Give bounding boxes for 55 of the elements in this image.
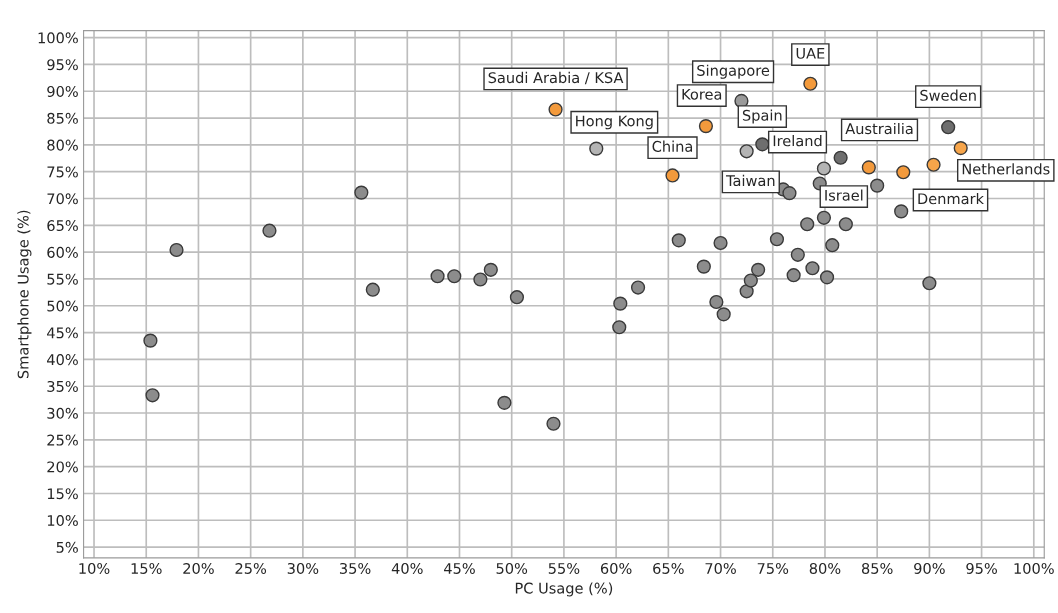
x-tick-label: 35% bbox=[339, 562, 371, 574]
annotation: Sweden bbox=[920, 89, 976, 101]
y-tick-label: 35% bbox=[47, 380, 78, 392]
x-axis-title: PC Usage (%) bbox=[515, 582, 613, 597]
y-tick-label: 55% bbox=[47, 273, 78, 285]
y-tick-label: 30% bbox=[47, 407, 78, 419]
annotation: Israel bbox=[825, 189, 863, 201]
annotation: Denmark bbox=[918, 192, 984, 205]
x-tick-label: 90% bbox=[914, 562, 945, 574]
x-tick-label: 65% bbox=[653, 562, 684, 574]
x-tick-label: 85% bbox=[861, 562, 893, 574]
annotation: Taiwan bbox=[725, 174, 775, 187]
y-tick-label: 95% bbox=[47, 59, 78, 71]
annotation: Netherlands bbox=[962, 163, 1050, 175]
y-tick-label: 70% bbox=[47, 193, 78, 205]
annotation: Hong Kong bbox=[576, 115, 653, 130]
y-tick-label: 85% bbox=[47, 112, 78, 124]
y-tick-label: 5% bbox=[56, 541, 78, 553]
y-tick-label: 20% bbox=[47, 461, 78, 473]
annotation: Spain bbox=[742, 109, 782, 124]
x-tick-label: 10% bbox=[79, 562, 110, 574]
annotation: UAE bbox=[796, 47, 825, 59]
y-tick-label: 50% bbox=[47, 300, 78, 312]
x-tick-label: 15% bbox=[131, 562, 162, 574]
x-tick-label: 40% bbox=[391, 562, 423, 574]
y-tick-label: 80% bbox=[47, 139, 78, 151]
y-tick-label: 10% bbox=[47, 515, 78, 527]
x-tick-label: 100% bbox=[1014, 562, 1054, 574]
y-tick-label: 40% bbox=[47, 354, 78, 366]
y-tick-label: 90% bbox=[47, 85, 78, 97]
annotation: Ireland bbox=[773, 135, 822, 147]
annotation: China bbox=[652, 140, 693, 152]
x-tick-label: 75% bbox=[757, 562, 789, 574]
x-tick-label: 95% bbox=[966, 562, 997, 574]
y-tick-label: 65% bbox=[47, 220, 78, 232]
annotation: Korea bbox=[682, 88, 722, 100]
y-tick-label: 75% bbox=[47, 166, 78, 178]
annotation: Austrailia bbox=[845, 122, 913, 135]
x-tick-label: 45% bbox=[444, 562, 475, 574]
annotation: Saudi Arabia / KSA bbox=[488, 71, 624, 85]
y-tick-label: 100% bbox=[38, 32, 78, 44]
annotation: Singapore bbox=[697, 64, 770, 79]
y-tick-label: 45% bbox=[47, 327, 78, 339]
y-tick-label: 60% bbox=[47, 246, 78, 258]
x-tick-label: 55% bbox=[548, 562, 580, 574]
x-tick-label: 30% bbox=[287, 562, 319, 574]
x-tick-label: 80% bbox=[809, 562, 841, 574]
y-tick-label: 25% bbox=[47, 434, 78, 446]
x-tick-label: 50% bbox=[496, 562, 528, 574]
x-tick-label: 25% bbox=[235, 562, 267, 574]
x-tick-label: 20% bbox=[183, 562, 214, 574]
x-tick-label: 70% bbox=[705, 562, 736, 574]
x-tick-label: 60% bbox=[600, 562, 632, 574]
y-tick-label: 15% bbox=[47, 488, 78, 500]
y-axis-title: Smartphone Usage (%) bbox=[17, 210, 32, 379]
